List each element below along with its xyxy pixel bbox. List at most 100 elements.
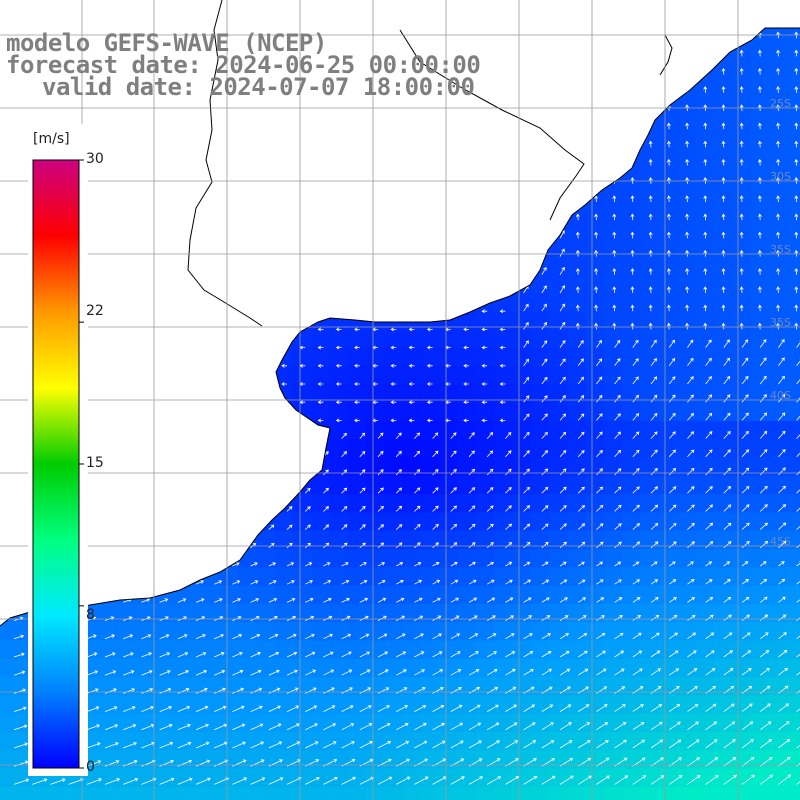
field-cell: [585, 274, 605, 294]
wind-arrow: [650, 668, 662, 676]
wind-arrow: [450, 669, 462, 676]
wind-arrow: [650, 650, 661, 658]
field-cell: [713, 530, 733, 550]
wind-arrow: [195, 777, 211, 785]
wind-arrow: [486, 450, 494, 458]
wind-arrow: [559, 541, 567, 549]
field-cell: [603, 402, 623, 422]
wind-arrow: [317, 400, 324, 405]
wind-arrow: [214, 723, 228, 731]
wind-arrow: [390, 400, 397, 405]
field-cell: [750, 640, 770, 660]
field-cell: [786, 256, 800, 276]
field-cell: [640, 585, 660, 605]
field-cell: [603, 183, 623, 202]
field-cell: [695, 677, 715, 696]
wind-arrow: [596, 339, 602, 348]
wind-arrow: [703, 140, 708, 148]
wind-arrow: [596, 561, 604, 567]
field-cell: [237, 713, 257, 733]
field-cell: [750, 201, 770, 221]
field-cell: [347, 549, 367, 568]
wind-arrow: [426, 418, 433, 423]
field-cell: [768, 347, 788, 367]
wind-arrow: [757, 158, 762, 166]
field-cell: [786, 677, 800, 696]
wind-arrow: [541, 775, 556, 785]
field-cell: [750, 603, 770, 623]
wind-arrow: [86, 688, 99, 694]
wind-arrow: [776, 67, 781, 75]
wind-arrow: [723, 357, 730, 367]
field-cell: [347, 494, 367, 513]
wind-arrow: [541, 541, 549, 549]
field-cell: [439, 713, 459, 733]
field-cell: [585, 329, 605, 349]
field-cell: [750, 91, 770, 111]
wind-arrow: [705, 412, 713, 421]
wind-arrow: [794, 86, 799, 93]
field-cell: [732, 622, 751, 642]
wind-arrow: [632, 358, 639, 367]
field-cell: [713, 603, 733, 623]
wind-arrow: [650, 522, 659, 530]
wind-arrow: [13, 724, 28, 731]
field-cell: [603, 366, 623, 385]
wind-arrow: [668, 561, 676, 567]
field-cell: [402, 622, 422, 642]
field-cell: [750, 512, 770, 532]
field-cell: [0, 713, 19, 733]
wind-arrow: [741, 357, 749, 367]
field-cell: [603, 640, 623, 660]
wind-arrow: [395, 505, 403, 512]
wind-arrow: [741, 703, 753, 712]
wind-arrow: [359, 740, 373, 749]
wind-arrow: [594, 322, 599, 330]
field-cell: [786, 329, 800, 349]
field-cell: [549, 329, 568, 349]
field-cell: [567, 567, 587, 587]
wind-arrow: [650, 632, 660, 640]
wind-arrow: [390, 327, 397, 332]
wind-arrow: [268, 580, 277, 585]
field-cell: [347, 402, 367, 422]
field-cell: [640, 366, 660, 385]
wind-arrow: [487, 651, 498, 658]
wind-arrow: [359, 487, 366, 494]
field-cell: [677, 640, 696, 660]
field-cell: [786, 402, 800, 422]
field-cell: [750, 366, 770, 385]
field-cell: [347, 768, 367, 788]
field-cell: [0, 750, 19, 770]
field-cell: [768, 54, 788, 74]
field-cell: [512, 658, 532, 678]
field-cell: [402, 713, 422, 733]
wind-arrow: [323, 687, 335, 694]
field-cell: [640, 311, 660, 330]
wind-arrow: [757, 268, 762, 275]
wind-arrow: [630, 213, 635, 221]
wind-arrow: [250, 562, 258, 567]
field-cell: [567, 549, 587, 568]
wind-arrow: [523, 541, 531, 549]
field-cell: [713, 622, 733, 642]
wind-arrow: [159, 723, 173, 731]
field-cell: [768, 128, 788, 147]
wind-arrow: [614, 632, 624, 640]
field-cell: [677, 732, 696, 751]
wind-arrow: [559, 395, 566, 403]
field-cell: [128, 713, 147, 733]
wind-arrow: [666, 322, 671, 330]
wind-arrow: [705, 504, 714, 512]
wind-arrow: [268, 633, 279, 640]
wind-arrow: [354, 382, 360, 386]
wind-arrow: [323, 615, 333, 621]
field-cell: [366, 512, 385, 532]
field-cell: [677, 713, 696, 733]
field-cell: [713, 713, 733, 733]
wind-arrow: [486, 669, 498, 676]
field-cell: [457, 658, 477, 678]
wind-arrow: [794, 322, 799, 330]
field-cell: [439, 384, 459, 404]
wind-arrow: [796, 672, 800, 676]
